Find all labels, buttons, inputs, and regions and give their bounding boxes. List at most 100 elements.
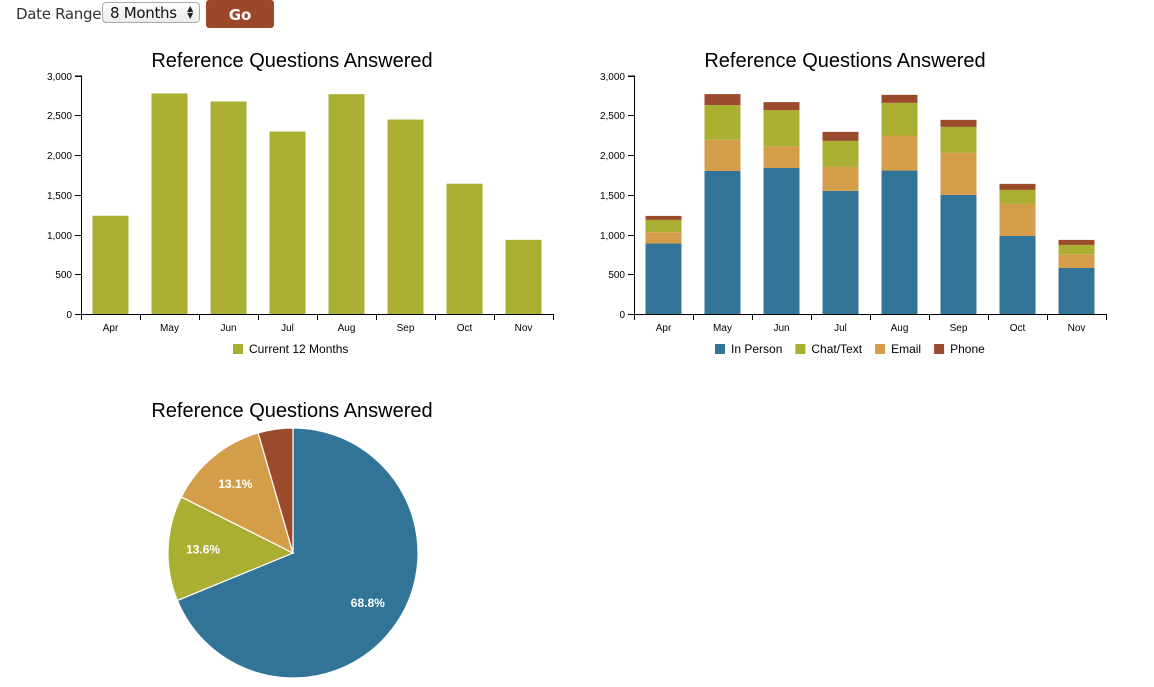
bar-segment-phone <box>645 215 682 220</box>
pie-slice-chat-text <box>167 496 295 602</box>
bar-segment-email <box>881 135 918 171</box>
x-tick-label: Apr <box>103 323 119 334</box>
y-tick-label: 1,500 <box>600 191 625 202</box>
bar-segment-in-person <box>881 170 918 314</box>
bar-segment-in-person <box>940 194 977 314</box>
pie-label: 13.1% <box>218 477 252 491</box>
bar <box>92 215 129 314</box>
date-range-value: 8 Months <box>110 4 177 22</box>
bar-segment-phone <box>704 94 741 106</box>
bar-segment-chat-text <box>999 189 1036 204</box>
y-axis: 0 500 1,000 1,500 2,000 2,500 3,000 <box>47 72 82 321</box>
legend-item: Chat/Text <box>795 342 863 356</box>
y-tick-label: 0 <box>619 310 625 321</box>
pie-slice-in-person <box>176 427 419 679</box>
y-axis: 0 500 1,000 1,500 2,000 2,500 3,000 <box>600 72 635 321</box>
pie-label: 13.6% <box>186 543 220 557</box>
x-tick-label: Apr <box>656 323 672 334</box>
legend: In Person Chat/Text Email Phone <box>715 342 985 356</box>
y-tick-label: 2,000 <box>47 151 72 162</box>
bar <box>446 183 483 314</box>
bar-segment-phone <box>763 102 800 111</box>
x-tick-label: Aug <box>891 323 909 334</box>
bar-segment-chat-text <box>1058 244 1095 255</box>
bar-segment-phone <box>822 131 859 141</box>
y-tick-label: 500 <box>608 270 625 281</box>
toolbar: Date Range 8 Months ▲ ▼ Go <box>0 0 400 30</box>
date-range-select[interactable]: 8 Months ▲ ▼ <box>102 2 200 23</box>
legend-label: Chat/Text <box>811 342 862 356</box>
legend-item: In Person <box>715 342 782 356</box>
x-tick-label: Aug <box>338 323 356 334</box>
x-axis: Apr May Jun Jul Aug Sep Oct Nov <box>634 314 1107 334</box>
bar-segment-in-person <box>645 243 682 314</box>
bars <box>92 93 542 315</box>
bar-segment-chat-text <box>704 105 741 140</box>
bar-segment-in-person <box>822 190 859 314</box>
bar <box>505 239 542 314</box>
x-tick-label: Jul <box>281 323 294 334</box>
x-tick-label: Jul <box>834 323 847 334</box>
bar-segment-email <box>704 139 741 171</box>
y-tick-label: 1,000 <box>600 231 625 242</box>
pie-label: 68.8% <box>351 596 385 610</box>
bar-segment-phone <box>1058 239 1095 245</box>
bar <box>151 93 188 314</box>
legend-swatch <box>715 344 725 354</box>
legend-label: Email <box>891 342 921 356</box>
x-tick-label: Oct <box>457 323 473 334</box>
bar-segment-in-person <box>1058 267 1095 314</box>
go-button[interactable]: Go <box>206 0 274 28</box>
x-tick-label: Sep <box>950 323 968 334</box>
bar <box>210 101 247 314</box>
legend-item: Email <box>875 342 921 356</box>
legend-item: Current 12 Months <box>233 342 348 356</box>
legend-swatch <box>934 344 945 354</box>
bar <box>328 94 365 315</box>
bar-segment-in-person <box>763 167 800 314</box>
legend: Current 12 Months <box>233 342 348 356</box>
y-tick-label: 1,500 <box>47 191 72 202</box>
bar-segment-chat-text <box>763 110 800 147</box>
y-tick-label: 0 <box>66 310 72 321</box>
x-tick-label: Nov <box>1068 323 1086 334</box>
y-tick-label: 3,000 <box>600 72 625 83</box>
legend-label: Phone <box>950 342 985 356</box>
legend-swatch <box>875 344 886 354</box>
bar-segment-email <box>645 232 682 244</box>
bar-segment-email <box>822 166 859 191</box>
y-tick-label: 3,000 <box>47 72 72 83</box>
pie-labels: 68.8% 13.6% 13.1% <box>186 477 385 610</box>
legend-label: In Person <box>731 342 782 356</box>
date-range-label: Date Range <box>16 5 102 23</box>
bar <box>387 119 424 314</box>
bar-segment-phone <box>940 119 977 127</box>
x-axis: Apr May Jun Jul Aug Sep Oct Nov <box>81 314 554 334</box>
bar-segment-chat-text <box>645 219 682 233</box>
bar-segment-in-person <box>704 170 741 314</box>
y-tick-label: 500 <box>55 270 72 281</box>
pie-chart-by-type: Reference Questions Answered 68.8% 13.6% 1… <box>151 400 433 679</box>
bars <box>645 94 1095 314</box>
pie-slice-phone <box>257 427 294 554</box>
bar-segment-email <box>1058 254 1095 268</box>
x-tick-label: Nov <box>515 323 533 334</box>
y-tick-label: 1,000 <box>47 231 72 242</box>
bar-segment-chat-text <box>881 102 918 136</box>
pie-slices <box>167 427 419 679</box>
chart-title: Reference Questions Answered <box>151 400 432 422</box>
y-tick-label: 2,000 <box>600 151 625 162</box>
bar-segment-email <box>763 146 800 168</box>
x-tick-label: Jun <box>220 323 236 334</box>
chart-title: Reference Questions Answered <box>704 50 985 72</box>
bar-segment-email <box>999 203 1036 236</box>
bar-segment-chat-text <box>822 140 859 167</box>
bar-segment-email <box>940 152 977 195</box>
x-tick-label: May <box>160 323 179 334</box>
bar-segment-chat-text <box>940 126 977 153</box>
pie-slice-email <box>180 432 294 555</box>
legend-swatch <box>795 344 806 354</box>
bar-segment-in-person <box>999 235 1036 314</box>
stacked-bar-chart-by-type: Reference Questions Answered 0 500 1,000 1,… <box>600 50 1107 356</box>
